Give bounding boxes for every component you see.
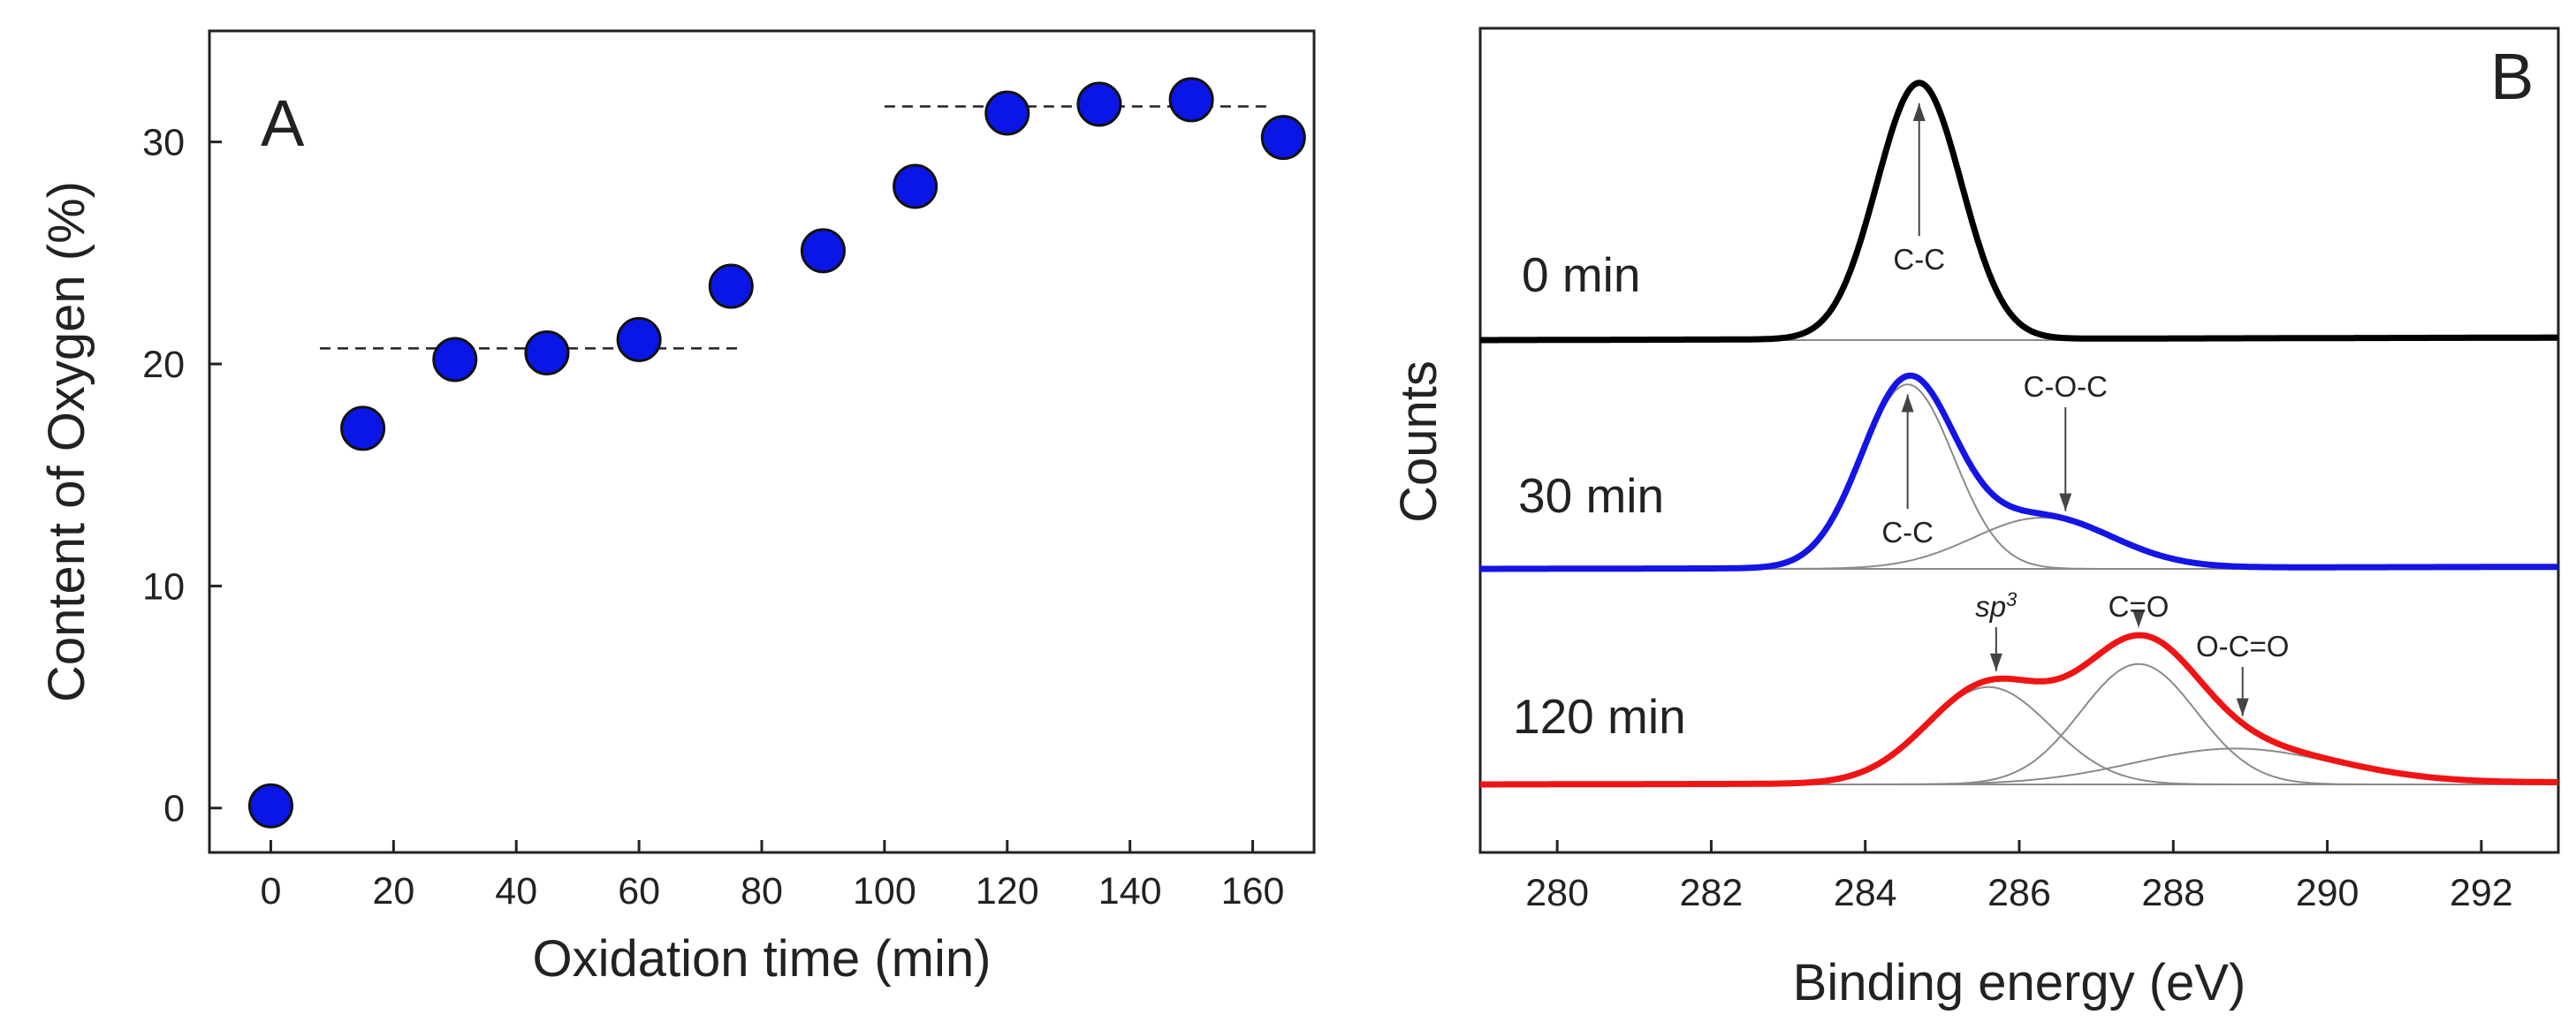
panel-a-x-ticks: 0 20 40 60 80 100 120 140 160 [260,840,1284,913]
annotation-label: C-C [1893,243,1945,276]
panel-a-x-axis-title: Oxidation time (min) [533,930,992,988]
data-point [893,163,938,209]
data-point [1168,77,1214,123]
data-point [247,783,293,829]
trace-label: 120 min [1513,689,1686,744]
panel-b-x-ticks: 280 282 284 286 288 290 292 [1525,840,2513,914]
panel-b-series-lines [1478,80,2560,788]
panel-a-scatter-chart: 0 20 40 60 80 100 120 140 160 0 10 20 30 A Oxidatio… [38,29,1316,988]
x-tick-label: 60 [618,870,660,913]
data-point [1076,81,1122,127]
annotation-label: O-C=O [2196,630,2289,663]
data-point [800,228,846,274]
y-tick-label: 20 [142,344,185,386]
x-tick-label: 140 [1098,870,1162,913]
x-tick-label: 0 [260,870,281,913]
x-tick-label: 288 [2141,872,2205,914]
series-line [1478,372,2560,572]
x-tick-label: 282 [1680,872,1744,914]
panel-a-reference-lines [320,105,1272,350]
annotation-label: sp3 [1975,588,2017,624]
panel-b-x-axis-title: Binding energy (eV) [1793,954,2246,1011]
data-point [984,90,1030,136]
y-tick-label: 0 [163,788,185,830]
fit-component [1480,747,2558,785]
data-point [432,337,478,382]
annotation-arrowhead [1901,394,1914,413]
x-tick-label: 40 [495,870,537,913]
annotation-arrowhead [2236,698,2249,716]
annotation-label: C-C [1881,516,1934,549]
series-line [1478,80,2560,344]
annotation-arrowhead [1912,103,1926,121]
data-point [616,316,662,362]
panel-b-letter: B [2490,40,2534,113]
y-tick-label: 10 [142,565,185,608]
trace-label: 30 min [1518,468,1664,523]
x-tick-label: 290 [2296,872,2359,914]
x-tick-label: 100 [853,870,916,913]
data-point [340,405,386,451]
data-point [708,263,754,309]
x-tick-label: 280 [1525,872,1589,914]
panel-a-y-ticks: 0 10 20 30 [142,122,222,830]
x-tick-label: 80 [741,870,783,913]
panel-a-letter: A [261,87,305,160]
data-point [524,329,570,375]
annotation-label: C=O [2109,590,2169,623]
annotation-label: C-O-C [2024,370,2108,403]
panel-a-y-axis-title: Content of Oxygen (%) [38,181,95,702]
series-line [1478,632,2560,788]
x-tick-label: 160 [1221,870,1285,913]
fit-component [1480,517,2558,570]
annotation-arrowhead [2059,493,2072,511]
x-tick-label: 286 [1987,872,2051,914]
trace-label: 0 min [1522,247,1641,302]
x-tick-label: 20 [372,870,414,913]
panel-a-data-points [247,77,1306,829]
panel-b-trace-labels: 0 min 30 min 120 min [1513,247,1686,744]
panel-b-spectra-chart: C-C C-C C-O-C sp3 C=O O-C=O 0 min 30 min 120 mi… [1390,27,2560,1011]
annotation-arrowhead [2132,610,2146,628]
panel-b-y-axis-title: Counts [1390,360,1448,523]
data-point [1260,115,1306,161]
x-tick-label: 120 [976,870,1039,913]
annotation-arrowhead [1989,653,2002,671]
y-tick-label: 30 [142,122,185,164]
x-tick-label: 292 [2450,872,2513,914]
panel-b-peak-annotations: C-C C-C C-O-C sp3 C=O O-C=O [1881,103,2289,716]
x-tick-label: 284 [1834,872,1897,914]
